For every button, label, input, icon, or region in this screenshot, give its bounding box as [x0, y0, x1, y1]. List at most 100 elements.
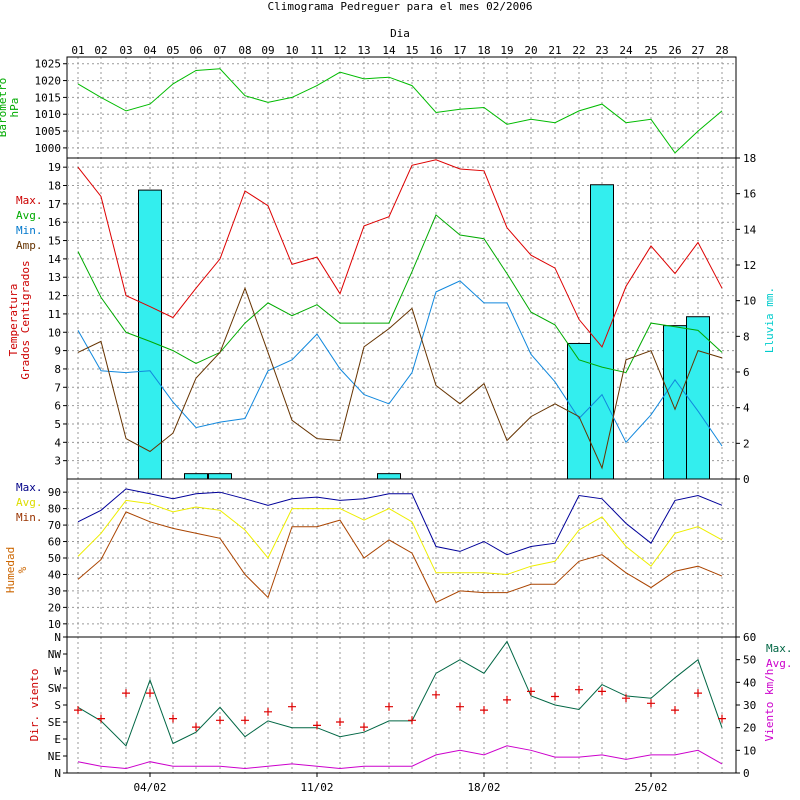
y-tick-label: 1015 — [35, 91, 62, 104]
wind-direction-marker — [622, 694, 630, 703]
day-tick-label: 21 — [548, 44, 561, 57]
day-tick-label: 09 — [261, 44, 274, 57]
temperature-line-avg — [77, 214, 723, 374]
wind-direction-marker — [74, 706, 82, 715]
rain-bar — [184, 473, 208, 480]
rain-bar — [138, 189, 162, 480]
humidity-line-min — [77, 511, 723, 604]
wind-direction-marker — [169, 714, 177, 723]
y2-tick-label: 14 — [743, 223, 757, 236]
y-tick-label: SW — [48, 682, 62, 695]
y-tick-label: 90 — [48, 486, 61, 499]
temperature-legend-item: Min. — [16, 224, 43, 237]
humidity-legend-item: Max. — [16, 481, 43, 494]
y-tick-label: 20 — [48, 601, 61, 614]
temperature-legend-item: Amp. — [16, 239, 43, 252]
day-tick-label: 05 — [166, 44, 179, 57]
y2-tick-label: 8 — [743, 330, 750, 343]
wind-direction-marker — [408, 716, 416, 725]
temperature-axis-label: TemperaturaGrados Centigrados — [7, 260, 32, 379]
day-tick-label: 20 — [524, 44, 537, 57]
y-tick-label: NW — [48, 648, 62, 661]
date-tick-label: 18/02 — [467, 781, 500, 794]
y2-tick-label: 40 — [743, 676, 756, 689]
temperature-legend-item: Avg. — [16, 209, 43, 222]
date-tick-label: 25/02 — [634, 781, 667, 794]
y2-tick-label: 18 — [743, 152, 756, 165]
wind-direction-marker — [503, 695, 511, 704]
y2-tick-label: 12 — [743, 259, 756, 272]
y2-tick-label: 16 — [743, 188, 756, 201]
rain-bar — [567, 342, 591, 480]
temperature-line-max — [77, 159, 723, 348]
y-tick-label: 13 — [48, 271, 61, 284]
y2-tick-label: 4 — [743, 402, 750, 415]
chart-title: Climograma Pedreguer para el mes 02/2006 — [268, 0, 533, 13]
day-tick-label: 01 — [71, 44, 84, 57]
day-tick-label: 13 — [357, 44, 370, 57]
y-tick-label: 80 — [48, 503, 61, 516]
y-tick-label: 10 — [48, 618, 61, 631]
wind-direction-marker — [122, 689, 130, 698]
day-tick-label: 27 — [691, 44, 704, 57]
wind-direction-axis-label: Dir. viento — [28, 669, 41, 742]
barometer-axis-label: BarometrohPa — [0, 78, 21, 138]
y-tick-label: NE — [48, 750, 61, 763]
rain-bar — [590, 184, 614, 480]
y-tick-label: 1010 — [35, 108, 62, 121]
wind-direction-marker — [671, 706, 679, 715]
wind-speed-axis-label: Viento km/h — [763, 669, 776, 742]
y-tick-label: W — [54, 665, 61, 678]
y-tick-label: 5 — [54, 418, 61, 431]
y-tick-label: 7 — [54, 381, 61, 394]
humidity-line-max — [77, 488, 723, 556]
y-tick-label: 9 — [54, 345, 61, 358]
wind-direction-marker — [480, 706, 488, 715]
temperature-line-amp — [77, 286, 723, 470]
temperature-panel-frame — [66, 157, 737, 480]
rain-bar — [377, 473, 401, 480]
wind-direction-marker — [216, 716, 224, 725]
y-tick-label: 8 — [54, 363, 61, 376]
y-tick-label: 11 — [48, 308, 61, 321]
wind-direction-marker — [313, 721, 321, 730]
y2-tick-label: 10 — [743, 295, 756, 308]
date-tick-label: 11/02 — [300, 781, 333, 794]
day-tick-label: 25 — [644, 44, 657, 57]
y-tick-label: 17 — [48, 198, 61, 211]
wind-direction-marker — [551, 692, 559, 701]
day-tick-label: 26 — [668, 44, 681, 57]
day-tick-label: 17 — [453, 44, 466, 57]
day-tick-label: 08 — [238, 44, 251, 57]
y2-tick-label: 0 — [743, 767, 750, 780]
y-tick-label: 60 — [48, 536, 61, 549]
wind-direction-marker — [264, 707, 272, 716]
wind-direction-marker — [360, 723, 368, 732]
wind-direction-marker — [146, 689, 154, 698]
wind-direction-marker — [527, 687, 535, 696]
wind-direction-marker — [288, 702, 296, 711]
rain-bar — [663, 325, 687, 480]
day-tick-label: 11 — [310, 44, 323, 57]
day-tick-label: 23 — [595, 44, 608, 57]
day-tick-label: 19 — [500, 44, 513, 57]
wind-direction-marker — [456, 702, 464, 711]
y-tick-label: S — [54, 699, 61, 712]
y-tick-label: 70 — [48, 519, 61, 532]
temperature-legend-item: Max. — [16, 194, 43, 207]
wind-panel-frame — [66, 636, 737, 774]
day-tick-label: 10 — [285, 44, 298, 57]
y2-tick-label: 50 — [743, 654, 756, 667]
y2-tick-label: 0 — [743, 473, 750, 486]
barometer-panel-frame — [66, 56, 737, 159]
y-tick-label: 12 — [48, 290, 61, 303]
day-tick-label: 02 — [94, 44, 107, 57]
barometer-line — [77, 68, 723, 154]
y-tick-label: 16 — [48, 216, 61, 229]
day-tick-label: 24 — [619, 44, 633, 57]
wind-direction-marker — [575, 685, 583, 694]
wind-direction-marker — [192, 723, 200, 732]
humidity-legend-item: Min. — [16, 511, 43, 524]
y-tick-label: 3 — [54, 455, 61, 468]
